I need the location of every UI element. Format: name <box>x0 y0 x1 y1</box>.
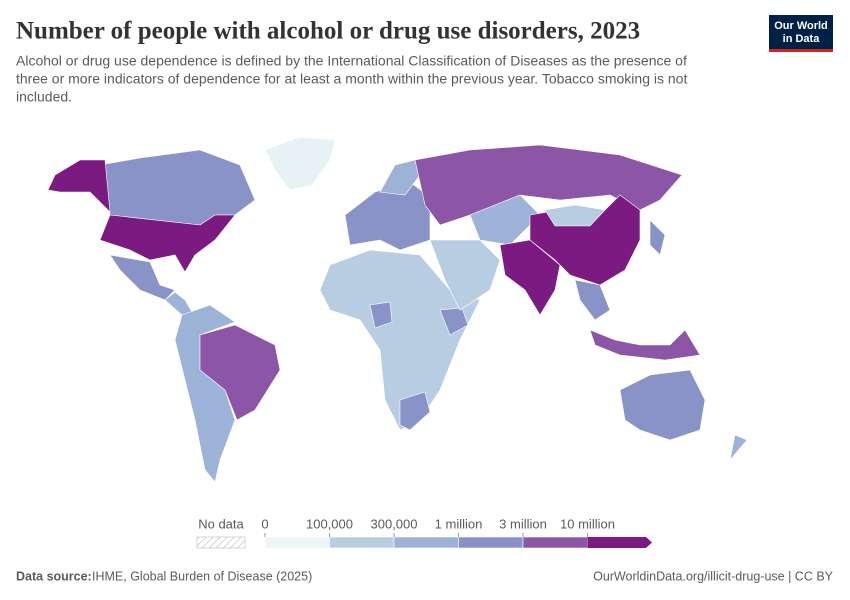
logo-bar <box>769 49 833 52</box>
country[interactable] <box>264 136 336 191</box>
country[interactable] <box>399 391 431 431</box>
logo[interactable]: Our World in Data <box>769 15 833 52</box>
country[interactable] <box>729 434 748 462</box>
world-map <box>47 136 748 483</box>
legend-swatch <box>264 536 330 549</box>
legend-swatch <box>458 536 524 549</box>
legend-tick-label: 1 million <box>435 516 483 531</box>
country[interactable] <box>369 301 393 329</box>
country[interactable] <box>174 304 236 483</box>
country[interactable] <box>99 214 236 273</box>
legend-swatch <box>587 537 652 548</box>
country[interactable] <box>199 324 281 421</box>
legend-tick-label: 300,000 <box>371 516 418 531</box>
country[interactable] <box>47 159 111 213</box>
country[interactable] <box>99 149 256 226</box>
legend-tick-label: 3 million <box>499 516 547 531</box>
legend-tick-label: 0 <box>261 516 268 531</box>
legend-swatch <box>393 536 459 549</box>
source-url[interactable]: OurWorldinData.org/illicit-drug-use | CC… <box>593 569 834 583</box>
country[interactable] <box>164 291 193 316</box>
logo-text: Our World <box>774 20 828 32</box>
logo-text: in Data <box>783 33 821 45</box>
legend-no-data-label: No data <box>198 516 244 531</box>
legend-swatch <box>329 536 395 549</box>
legend-tick-label: 100,000 <box>306 516 353 531</box>
source-label: Data source: <box>16 569 92 583</box>
source: IHME, Global Burden of Disease (2025) <box>92 569 312 583</box>
legend-swatch <box>522 536 588 549</box>
country[interactable] <box>109 254 176 301</box>
country[interactable] <box>649 219 666 256</box>
subtitle: Alcohol or drug use dependence is define… <box>16 53 687 69</box>
country[interactable] <box>574 279 611 321</box>
subtitle: three or more indicators of dependence f… <box>16 71 687 87</box>
subtitle: included. <box>16 89 72 105</box>
country[interactable] <box>544 204 606 227</box>
legend: No data 0 100,000 300,000 1 million 3 millio… <box>196 516 652 549</box>
country[interactable] <box>589 329 701 361</box>
legend-tick-label: 10 million <box>560 516 615 531</box>
logo-box <box>769 15 833 51</box>
country[interactable] <box>619 369 706 441</box>
title: Number of people with alcohol or drug us… <box>16 18 640 45</box>
country[interactable] <box>439 307 469 336</box>
legend-no-data-swatch <box>196 536 246 549</box>
country[interactable] <box>469 194 541 246</box>
